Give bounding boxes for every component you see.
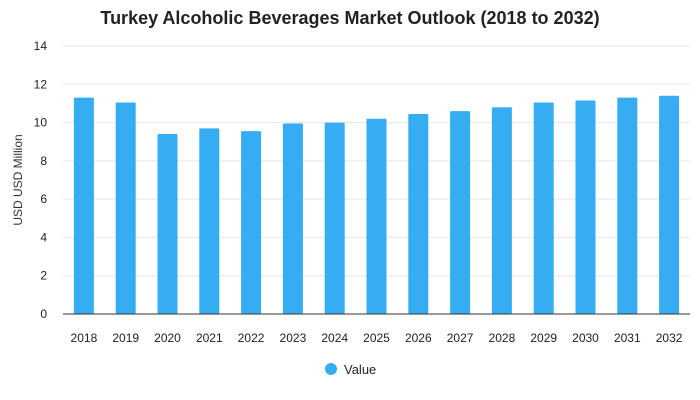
y-tick-label: 2 [40, 269, 47, 283]
bar[interactable] [575, 100, 596, 314]
x-tick-label: 2031 [614, 331, 641, 345]
y-tick-label: 14 [34, 39, 48, 53]
x-tick-label: 2018 [71, 331, 98, 345]
bar[interactable] [199, 128, 220, 314]
chart-title: Turkey Alcoholic Beverages Market Outloo… [100, 8, 600, 28]
bar[interactable] [366, 118, 387, 314]
legend-marker [325, 363, 337, 375]
bar[interactable] [115, 102, 136, 314]
x-tick-label: 2027 [447, 331, 474, 345]
bar[interactable] [73, 97, 94, 314]
x-tick-label: 2021 [196, 331, 223, 345]
x-tick-label: 2022 [238, 331, 265, 345]
x-tick-label: 2026 [405, 331, 432, 345]
x-tick-label: 2030 [572, 331, 599, 345]
bar[interactable] [617, 97, 638, 314]
x-tick-label: 2032 [656, 331, 683, 345]
y-tick-label: 0 [40, 307, 47, 321]
bar[interactable] [408, 113, 429, 314]
y-tick-label: 4 [40, 230, 47, 244]
bar[interactable] [241, 131, 262, 314]
bar[interactable] [282, 123, 303, 315]
y-tick-label: 12 [34, 77, 48, 91]
bar[interactable] [533, 102, 554, 314]
x-tick-label: 2023 [280, 331, 307, 345]
bar[interactable] [450, 111, 471, 314]
x-tick-label: 2024 [321, 331, 348, 345]
bar[interactable] [491, 107, 512, 314]
x-tick-label: 2025 [363, 331, 390, 345]
bars [73, 95, 680, 315]
y-tick-label: 8 [40, 154, 47, 168]
legend[interactable]: Value [325, 362, 376, 377]
y-tick-label: 6 [40, 192, 47, 206]
bar[interactable] [659, 95, 680, 315]
y-axis-ticks: 0 2 4 6 8 10 12 14 [34, 39, 48, 321]
x-tick-label: 2019 [112, 331, 139, 345]
x-tick-label: 2028 [489, 331, 516, 345]
x-tick-label: 2029 [530, 331, 557, 345]
x-tick-label: 2020 [154, 331, 181, 345]
y-axis-label: USD USD Million [11, 134, 25, 225]
bar[interactable] [324, 122, 345, 314]
y-tick-label: 10 [34, 116, 48, 130]
legend-label: Value [344, 362, 376, 377]
bar[interactable] [157, 134, 178, 314]
x-axis-ticks: 2018 2019 2020 2021 2022 2023 2024 2025 2026 2027… [71, 331, 683, 345]
